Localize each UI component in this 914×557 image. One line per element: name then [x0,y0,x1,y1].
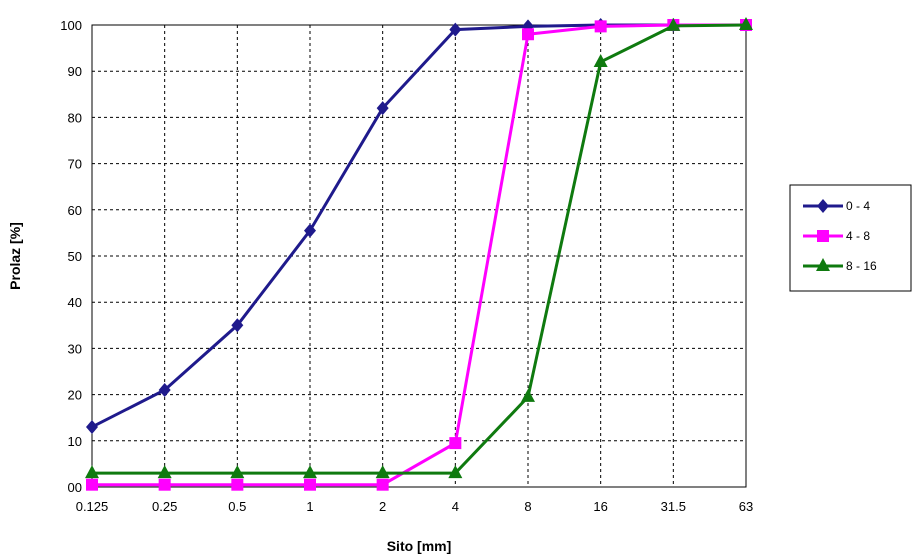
data-point [522,19,534,34]
data-point [158,382,171,397]
y-tick-label: 40 [68,295,82,310]
data-point [157,465,172,479]
data-point [449,22,462,37]
legend-marker [817,230,829,242]
y-tick-label: 00 [68,480,82,495]
data-point [593,53,608,67]
x-axis-title: Sito [mm] [387,538,452,554]
legend-label: 8 - 16 [846,259,877,273]
y-axis-title: Prolaz [%] [7,222,23,290]
x-tick-label: 8 [524,499,531,514]
legend-box [789,184,912,292]
y-tick-label: 30 [68,341,82,356]
data-point [666,17,681,31]
data-point [448,465,463,479]
y-tick-label: 90 [68,64,82,79]
x-tick-label: 0.125 [76,499,109,514]
legend-marker [817,199,829,213]
data-point [86,419,98,434]
y-tick-labels: 00 10 20 30 40 50 60 70 80 90 100 [60,18,82,495]
legend-item: 4 - 8 [803,229,870,243]
data-point [230,465,245,479]
data-point [85,465,99,479]
series-line [92,23,747,475]
data-point [375,465,390,479]
y-tick-label: 100 [60,18,82,33]
x-tick-label: 31.5 [661,499,686,514]
data-point [376,478,389,491]
series-layer [85,17,753,491]
y-tick-label: 50 [68,249,82,264]
y-tick-label: 70 [68,157,82,172]
data-point [231,318,244,333]
legend-marker [816,258,830,271]
data-point [231,478,244,491]
grid-lines [92,25,746,487]
legend-label: 0 - 4 [846,199,870,213]
series-3 [85,17,753,479]
data-point [376,101,389,116]
data-point [304,223,316,238]
x-tick-label: 1 [306,499,313,514]
y-tick-label: 80 [68,110,82,125]
x-tick-label: 4 [452,499,459,514]
data-point [449,437,462,450]
data-point [521,388,535,402]
x-tick-label: 16 [593,499,607,514]
x-tick-label: 2 [379,499,386,514]
legend-item: 8 - 16 [803,258,877,273]
legend: 0 - 4 4 - 8 8 - 16 [789,184,912,292]
data-point [522,28,534,41]
legend-label: 4 - 8 [846,229,870,243]
data-point [304,478,316,491]
data-point [86,478,98,491]
data-point [739,17,753,30]
data-point [594,20,607,33]
y-tick-label: 60 [68,203,82,218]
data-point [158,478,171,491]
x-tick-labels: 0.125 0.25 0.5 1 2 4 8 16 31.5 63 [76,499,754,514]
series-line [92,23,746,487]
legend-items: 0 - 4 4 - 8 8 - 16 [803,199,877,273]
y-tick-label: 10 [68,434,82,449]
legend-item: 0 - 4 [803,199,870,213]
x-tick-label: 0.25 [152,499,177,514]
y-tick-label: 20 [68,388,82,403]
data-point [303,465,317,479]
x-tick-label: 0.5 [228,499,246,514]
x-tick-label: 63 [739,499,753,514]
